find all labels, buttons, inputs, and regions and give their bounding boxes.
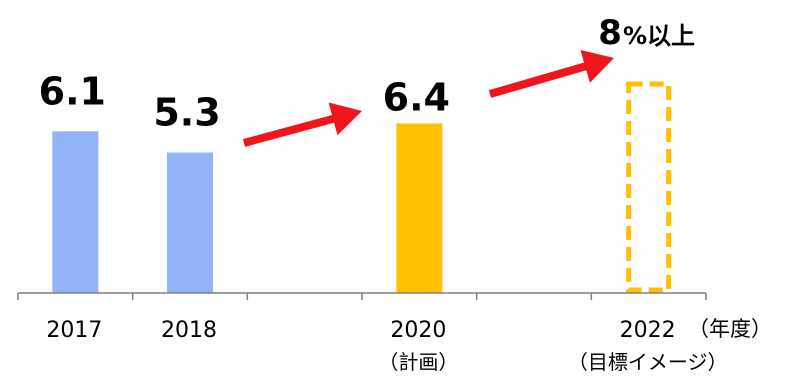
value-label-2022: 8%以上 bbox=[598, 13, 695, 53]
bar-2017 bbox=[52, 131, 99, 293]
tick-label-2018: 2018 bbox=[161, 318, 217, 343]
trend-arrow-2018-2020 bbox=[242, 102, 362, 147]
axis-unit-label: （年度） bbox=[688, 317, 772, 341]
bar-2020 bbox=[396, 123, 443, 294]
bar-2022-target-outline bbox=[626, 81, 672, 293]
value-label-2017: 6.1 bbox=[39, 69, 106, 113]
tick-label-2020: 2020 bbox=[390, 318, 446, 343]
bar-2018 bbox=[167, 152, 213, 293]
tick-label-2017: 2017 bbox=[46, 318, 102, 343]
value-label-2020: 6.4 bbox=[383, 75, 450, 119]
trend-arrows bbox=[242, 50, 614, 147]
tick-sublabel-2020: （計画） bbox=[378, 350, 458, 374]
tick-label-2022: 2022 bbox=[620, 318, 676, 343]
bars bbox=[52, 81, 672, 294]
tick-sublabel-2022: （目標イメージ） bbox=[568, 350, 728, 374]
value-label-2018: 5.3 bbox=[153, 91, 220, 135]
trend-arrow-2020-2022 bbox=[488, 50, 614, 98]
value-labels: 6.1 5.3 6.4 8%以上 bbox=[39, 13, 695, 135]
x-tick-labels: 2017 2018 2020 （計画） 2022 （目標イメージ） bbox=[46, 318, 727, 374]
x-axis bbox=[17, 292, 707, 300]
